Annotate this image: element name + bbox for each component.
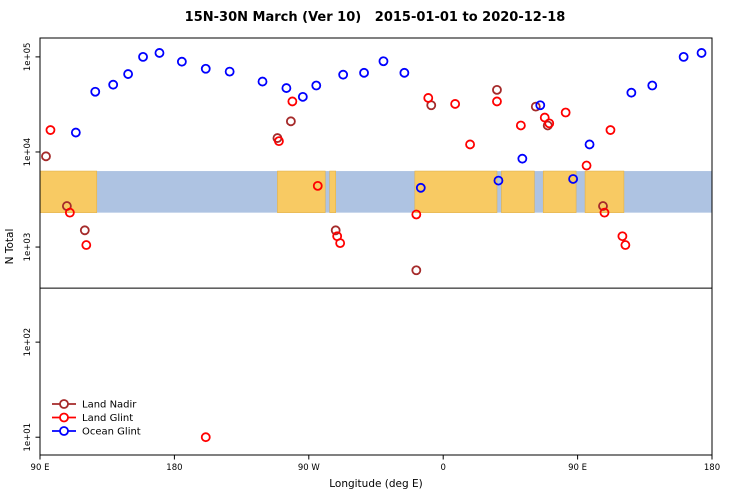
data-point-land-glint xyxy=(617,231,628,242)
legend-label: Ocean Glint xyxy=(82,427,141,438)
data-point-land-glint xyxy=(560,107,571,118)
data-point-land-glint xyxy=(450,99,461,109)
data-point-ocean-glint xyxy=(517,153,528,164)
map-band-land xyxy=(501,170,535,213)
data-point-ocean-glint xyxy=(123,69,134,79)
data-point-land-glint xyxy=(544,118,555,129)
x-tick-label: 90 E xyxy=(568,463,587,473)
x-tick-label: 0 xyxy=(440,463,445,473)
data-point-ocean-glint xyxy=(378,56,389,67)
y-tick-label: 1e+01 xyxy=(23,423,33,452)
data-point-land-glint xyxy=(515,120,526,131)
data-point-ocean-glint xyxy=(584,139,595,150)
data-point-land-nadir xyxy=(530,101,541,112)
data-point-land-glint xyxy=(45,125,56,135)
legend-marker xyxy=(59,426,69,436)
data-point-ocean-glint xyxy=(535,100,546,111)
data-point-land-nadir xyxy=(411,265,422,276)
data-point-ocean-glint xyxy=(338,69,349,80)
data-point-land-glint xyxy=(81,240,92,250)
map-band-land xyxy=(414,170,498,213)
x-axis-label: Longitude (deg E) xyxy=(329,478,423,490)
data-point-land-glint xyxy=(335,238,346,249)
data-point-land-nadir xyxy=(41,151,51,162)
data-point-ocean-glint xyxy=(399,67,410,78)
legend-label: Land Nadir xyxy=(82,400,137,411)
data-point-land-glint xyxy=(465,139,475,150)
data-point-ocean-glint xyxy=(281,83,292,93)
data-point-ocean-glint xyxy=(647,80,658,91)
data-point-land-glint xyxy=(620,240,631,250)
data-point-ocean-glint xyxy=(90,86,101,97)
data-point-ocean-glint xyxy=(678,51,689,62)
data-point-ocean-glint xyxy=(108,79,119,90)
data-point-ocean-glint xyxy=(154,48,165,58)
legend-label: Land Glint xyxy=(82,413,133,424)
x-tick-label: 90 E xyxy=(31,463,50,473)
data-point-land-glint xyxy=(411,209,422,220)
data-point-ocean-glint xyxy=(696,48,707,58)
data-point-ocean-glint xyxy=(224,66,235,77)
map-band-land xyxy=(39,170,98,213)
data-point-land-nadir xyxy=(598,201,608,211)
y-tick-label: 1e+03 xyxy=(23,233,33,262)
map-band-land xyxy=(329,170,336,213)
y-axis-label: N Total xyxy=(4,229,16,265)
data-point-land-nadir xyxy=(79,225,90,236)
data-point-land-glint xyxy=(492,96,502,107)
data-point-ocean-glint xyxy=(493,175,504,186)
data-point-ocean-glint xyxy=(200,63,211,74)
plot-border xyxy=(39,37,713,456)
data-point-ocean-glint xyxy=(176,56,187,67)
y-tick-label: 1e+05 xyxy=(23,43,33,72)
data-point-ocean-glint xyxy=(626,87,637,98)
data-point-land-glint xyxy=(581,160,592,171)
y-tick-label: 1e+02 xyxy=(23,328,33,357)
data-point-ocean-glint xyxy=(138,51,148,62)
data-point-land-glint xyxy=(64,207,75,218)
data-point-land-nadir xyxy=(492,84,502,95)
data-point-land-nadir xyxy=(285,116,296,127)
map-band-land xyxy=(584,170,625,213)
data-point-land-glint xyxy=(423,93,434,103)
data-point-ocean-glint xyxy=(359,67,369,78)
data-point-land-glint xyxy=(287,96,298,107)
data-point-land-glint xyxy=(312,180,323,191)
data-point-land-glint xyxy=(274,136,284,147)
data-point-land-glint xyxy=(605,125,616,135)
map-band-land xyxy=(277,170,326,213)
x-tick-label: 180 xyxy=(166,463,182,473)
chart-title: 15N-30N March (Ver 10) 2015-01-01 to 202… xyxy=(184,10,566,25)
data-point-ocean-glint xyxy=(297,91,308,102)
legend-marker xyxy=(59,399,69,409)
data-point-ocean-glint xyxy=(257,76,268,87)
data-point-land-glint xyxy=(599,207,610,218)
data-point-ocean-glint xyxy=(70,127,81,138)
data-point-land-glint xyxy=(200,432,211,443)
data-point-ocean-glint xyxy=(568,174,579,184)
data-point-land-nadir xyxy=(542,120,553,131)
map-band-land xyxy=(542,170,577,213)
y-tick-label: 1e+04 xyxy=(23,138,33,167)
data-point-ocean-glint xyxy=(311,80,322,91)
x-tick-label: 180 xyxy=(704,463,720,473)
x-tick-label: 90 W xyxy=(298,463,321,473)
legend-marker xyxy=(59,412,69,423)
data-point-ocean-glint xyxy=(415,182,426,193)
data-point-land-nadir xyxy=(330,225,341,236)
